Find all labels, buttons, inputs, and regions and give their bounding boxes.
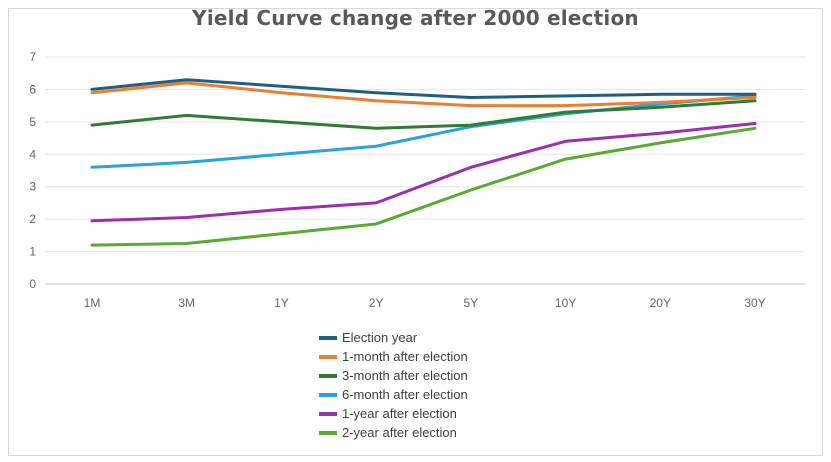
legend-swatch: [319, 392, 337, 397]
legend-swatch: [319, 335, 337, 340]
y-tick-label: 0: [29, 277, 36, 291]
chart-title: Yield Curve change after 2000 election: [192, 6, 639, 30]
legend-item: 1-month after election: [319, 347, 579, 366]
y-tick-label: 1: [29, 245, 36, 259]
x-tick-label: 10Y: [555, 296, 576, 310]
series-line: [90, 94, 757, 169]
legend-swatch: [319, 354, 337, 359]
gridlines: [45, 56, 805, 285]
x-axis-ticks: 1M 3M 1Y 2Y 5Y 10Y 20Y 30Y: [84, 296, 766, 310]
legend-item: Election year: [319, 328, 579, 347]
legend: Election year 1-month after election 3-mon…: [319, 328, 579, 442]
series-lines: [90, 78, 757, 247]
series-line: [90, 81, 757, 108]
legend-label: 1-year after election: [342, 406, 457, 421]
y-tick-label: 3: [29, 180, 36, 194]
y-tick-label: 7: [29, 50, 36, 64]
legend-label: Election year: [342, 330, 418, 345]
legend-item: 1-year after election: [319, 404, 579, 423]
legend-swatch: [319, 373, 337, 378]
series-line: [90, 99, 757, 130]
y-tick-label: 2: [29, 212, 36, 226]
x-tick-label: 3M: [178, 296, 195, 310]
series-line: [90, 126, 757, 247]
y-axis-ticks: 0 1 2 3 4 5 6 7: [29, 50, 36, 291]
legend-label: 1-month after election: [342, 349, 468, 364]
x-tick-label: 5Y: [464, 296, 479, 310]
series-line: [90, 122, 757, 223]
legend-label: 6-month after election: [342, 387, 468, 402]
x-tick-label: 30Y: [744, 296, 765, 310]
x-tick-label: 20Y: [650, 296, 671, 310]
x-tick-label: 1Y: [274, 296, 289, 310]
y-tick-label: 6: [29, 82, 36, 96]
legend-swatch: [319, 430, 337, 435]
legend-label: 3-month after election: [342, 368, 468, 383]
y-tick-label: 4: [29, 147, 36, 161]
legend-item: 2-year after election: [319, 423, 579, 442]
legend-item: 6-month after election: [319, 385, 579, 404]
x-tick-label: 2Y: [369, 296, 384, 310]
legend-swatch: [319, 411, 337, 416]
legend-label: 2-year after election: [342, 425, 457, 440]
y-tick-label: 5: [29, 115, 36, 129]
series-line: [90, 78, 757, 99]
x-tick-label: 1M: [84, 296, 101, 310]
legend-item: 3-month after election: [319, 366, 579, 385]
